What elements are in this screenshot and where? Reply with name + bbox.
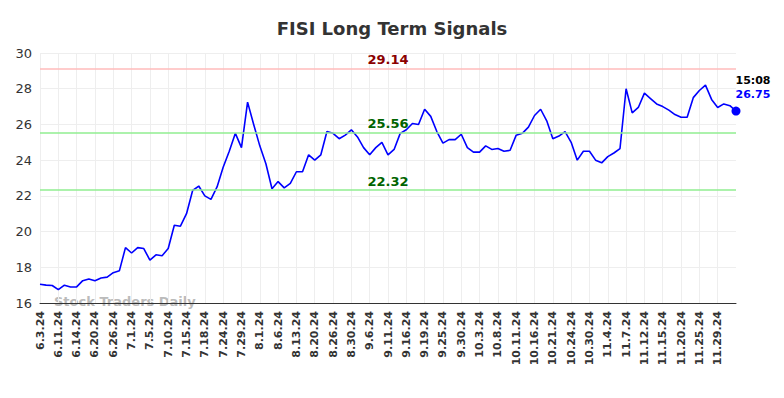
svg-text:8.13.24: 8.13.24: [290, 311, 303, 358]
svg-text:Stock Traders Daily: Stock Traders Daily: [54, 294, 196, 309]
svg-text:30: 30: [15, 46, 32, 61]
svg-text:6.11.24: 6.11.24: [52, 311, 65, 358]
svg-text:8.1.24: 8.1.24: [253, 311, 266, 350]
svg-text:9.30.24: 9.30.24: [455, 311, 468, 358]
svg-text:25.56: 25.56: [367, 116, 408, 131]
svg-text:8.6.24: 8.6.24: [272, 311, 285, 350]
svg-text:8.30.24: 8.30.24: [345, 311, 358, 358]
svg-text:7.15.24: 7.15.24: [180, 311, 193, 358]
svg-text:6.26.24: 6.26.24: [107, 311, 120, 358]
svg-text:10.11.24: 10.11.24: [510, 311, 523, 366]
svg-text:9.6.24: 9.6.24: [363, 311, 376, 350]
svg-text:9.16.24: 9.16.24: [400, 311, 413, 358]
svg-text:11.4.24: 11.4.24: [601, 311, 614, 358]
svg-text:6.20.24: 6.20.24: [88, 311, 101, 358]
svg-text:11.25.24: 11.25.24: [693, 311, 706, 366]
svg-text:9.11.24: 9.11.24: [382, 311, 395, 358]
svg-text:7.29.24: 7.29.24: [235, 311, 248, 358]
svg-text:10.16.24: 10.16.24: [528, 311, 541, 366]
svg-text:7.1.24: 7.1.24: [125, 311, 138, 350]
svg-text:6.14.24: 6.14.24: [70, 311, 83, 358]
svg-text:10.8.24: 10.8.24: [491, 311, 504, 358]
svg-text:10.3.24: 10.3.24: [473, 311, 486, 358]
svg-text:15:08: 15:08: [736, 74, 771, 87]
svg-text:10.24.24: 10.24.24: [565, 311, 578, 366]
svg-text:7.24.24: 7.24.24: [217, 311, 230, 358]
svg-text:26: 26: [15, 117, 32, 132]
svg-text:24: 24: [15, 153, 32, 168]
svg-text:20: 20: [15, 224, 32, 239]
svg-text:29.14: 29.14: [367, 52, 408, 67]
svg-text:28: 28: [15, 81, 32, 96]
svg-text:FISI Long Term Signals: FISI Long Term Signals: [277, 18, 508, 39]
svg-text:22: 22: [15, 188, 32, 203]
svg-text:8.20.24: 8.20.24: [308, 311, 321, 358]
svg-text:11.20.24: 11.20.24: [675, 311, 688, 366]
svg-text:22.32: 22.32: [367, 174, 408, 189]
svg-text:11.7.24: 11.7.24: [620, 311, 633, 358]
svg-text:10.30.24: 10.30.24: [583, 311, 596, 366]
svg-text:11.15.24: 11.15.24: [656, 311, 669, 366]
svg-text:26.75: 26.75: [736, 88, 771, 101]
svg-text:11.29.24: 11.29.24: [711, 311, 724, 366]
svg-text:9.25.24: 9.25.24: [436, 311, 449, 358]
svg-text:7.5.24: 7.5.24: [143, 311, 156, 350]
svg-text:9.19.24: 9.19.24: [418, 311, 431, 358]
svg-text:7.18.24: 7.18.24: [198, 311, 211, 358]
svg-text:16: 16: [15, 296, 32, 311]
svg-text:11.12.24: 11.12.24: [638, 311, 651, 366]
svg-text:7.10.24: 7.10.24: [162, 311, 175, 358]
svg-text:6.3.24: 6.3.24: [34, 311, 47, 350]
svg-text:10.21.24: 10.21.24: [546, 311, 559, 366]
svg-text:18: 18: [15, 260, 32, 275]
svg-text:8.26.24: 8.26.24: [327, 311, 340, 358]
